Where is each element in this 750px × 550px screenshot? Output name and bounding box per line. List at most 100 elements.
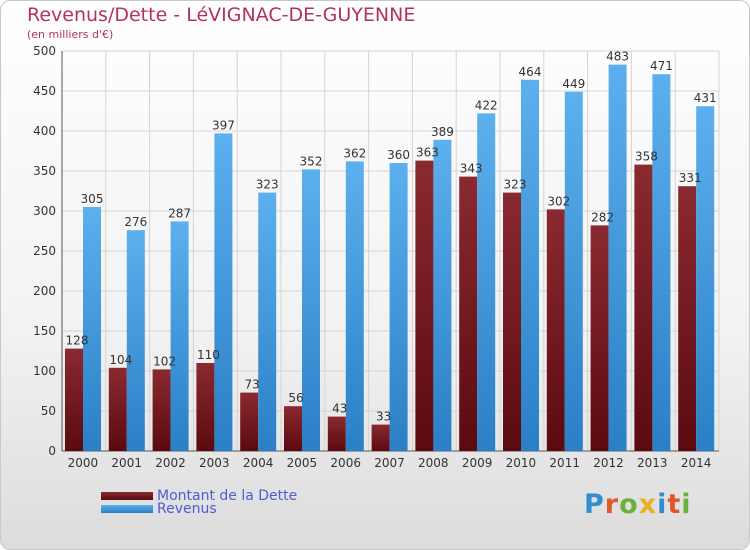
x-tick-label: 2006 (330, 456, 361, 470)
data-label-debt: 43 (332, 402, 347, 416)
data-label-debt: 102 (153, 354, 176, 368)
legend-label-revenue: Revenus (157, 501, 217, 517)
bar-revenue (433, 139, 452, 452)
data-label-revenue: 397 (212, 118, 235, 132)
data-label-debt: 343 (460, 162, 483, 176)
x-tick-label: 2007 (374, 456, 405, 470)
y-tick-label: 350 (33, 164, 56, 178)
chart-title: Revenus/Dette - LéVIGNAC-DE-GUYENNE (27, 4, 416, 26)
bar-debt (240, 392, 259, 451)
legend-item-debt: Montant de la Dette (101, 488, 298, 504)
data-label-debt: 302 (547, 194, 570, 208)
logo-letter: o (619, 489, 639, 520)
bar-revenue (170, 221, 189, 451)
y-tick-label: 450 (33, 84, 56, 98)
x-tick-label: 2010 (506, 456, 537, 470)
bar-debt (503, 192, 521, 451)
proxiti-logo: Proxiti (584, 489, 692, 520)
logo-letter: i (657, 489, 668, 520)
x-tick-label: 2011 (549, 456, 580, 470)
x-tick-label: 2014 (681, 456, 712, 470)
data-label-revenue: 352 (300, 154, 323, 168)
bar-debt (108, 367, 127, 451)
bar-revenue (214, 133, 233, 451)
bar-debt (152, 369, 171, 451)
data-label-revenue: 362 (343, 146, 366, 160)
data-label-debt: 331 (679, 171, 702, 185)
bar-debt (196, 363, 215, 451)
x-tick-label: 2013 (637, 456, 668, 470)
x-tick-label: 2012 (593, 456, 624, 470)
y-tick-label: 50 (41, 404, 56, 418)
logo-letter: P (584, 489, 605, 520)
y-tick-label: 250 (33, 244, 56, 258)
x-tick-label: 2004 (243, 456, 274, 470)
data-label-revenue: 483 (606, 50, 629, 64)
data-label-debt: 104 (109, 353, 132, 367)
y-tick-label: 0 (48, 444, 56, 458)
x-tick-label: 2003 (199, 456, 230, 470)
bar-debt (415, 160, 434, 451)
logo-letter: r (604, 489, 620, 520)
y-tick-label: 500 (33, 44, 56, 58)
bar-debt (327, 416, 346, 451)
data-label-debt: 282 (591, 210, 614, 224)
bar-revenue (302, 169, 320, 451)
chart-subtitle: (en milliers d'€) (27, 28, 114, 41)
bar-debt (634, 164, 653, 451)
bar-debt (546, 209, 565, 451)
y-tick-label: 100 (33, 364, 56, 378)
data-label-revenue: 287 (168, 206, 191, 220)
data-label-revenue: 360 (387, 148, 410, 162)
bar-revenue (126, 230, 145, 451)
data-label-revenue: 389 (431, 125, 454, 139)
x-tick-label: 2002 (155, 456, 186, 470)
bar-debt (459, 176, 478, 451)
data-label-revenue: 471 (650, 59, 673, 73)
data-label-debt: 110 (197, 348, 220, 362)
bars (65, 64, 715, 452)
bar-revenue (258, 192, 277, 451)
bar-debt (65, 348, 83, 451)
bar-debt (590, 225, 609, 451)
bar-revenue (608, 64, 627, 451)
bar-revenue (477, 113, 496, 452)
bar-revenue (521, 79, 539, 452)
legend-item-revenue: Revenus (101, 501, 217, 517)
x-tick-label: 2009 (462, 456, 493, 470)
data-label-debt: 73 (245, 378, 260, 392)
legend-label-debt: Montant de la Dette (157, 488, 298, 504)
logo-letter: i (681, 489, 692, 520)
bar-revenue (389, 163, 408, 451)
data-label-debt: 323 (504, 178, 527, 192)
data-label-debt: 363 (416, 146, 439, 160)
bar-revenue (696, 106, 715, 451)
data-label-revenue: 449 (562, 77, 585, 91)
x-tick-label: 2008 (418, 456, 449, 470)
y-tick-label: 150 (33, 324, 56, 338)
y-tick-label: 200 (33, 284, 56, 298)
bar-debt (678, 186, 697, 451)
x-tick-label: 2001 (111, 456, 142, 470)
data-label-revenue: 422 (475, 98, 498, 112)
data-label-debt: 33 (376, 410, 391, 424)
x-tick-label: 2000 (68, 456, 99, 470)
data-label-debt: 56 (288, 391, 303, 405)
data-label-revenue: 323 (256, 178, 279, 192)
data-label-revenue: 305 (81, 192, 104, 206)
data-label-debt: 358 (635, 150, 658, 164)
bar-revenue (652, 74, 671, 451)
bar-revenue (564, 91, 583, 452)
legend-swatch-debt (101, 492, 153, 500)
y-tick-label: 300 (33, 204, 56, 218)
data-label-revenue: 464 (519, 65, 542, 79)
logo-letter: x (638, 489, 658, 520)
data-label-debt: 128 (66, 334, 89, 348)
data-label-revenue: 431 (694, 91, 717, 105)
legend-swatch-revenue (101, 505, 153, 513)
y-tick-label: 400 (33, 124, 56, 138)
x-tick-label: 2005 (287, 456, 318, 470)
data-label-revenue: 276 (124, 215, 147, 229)
